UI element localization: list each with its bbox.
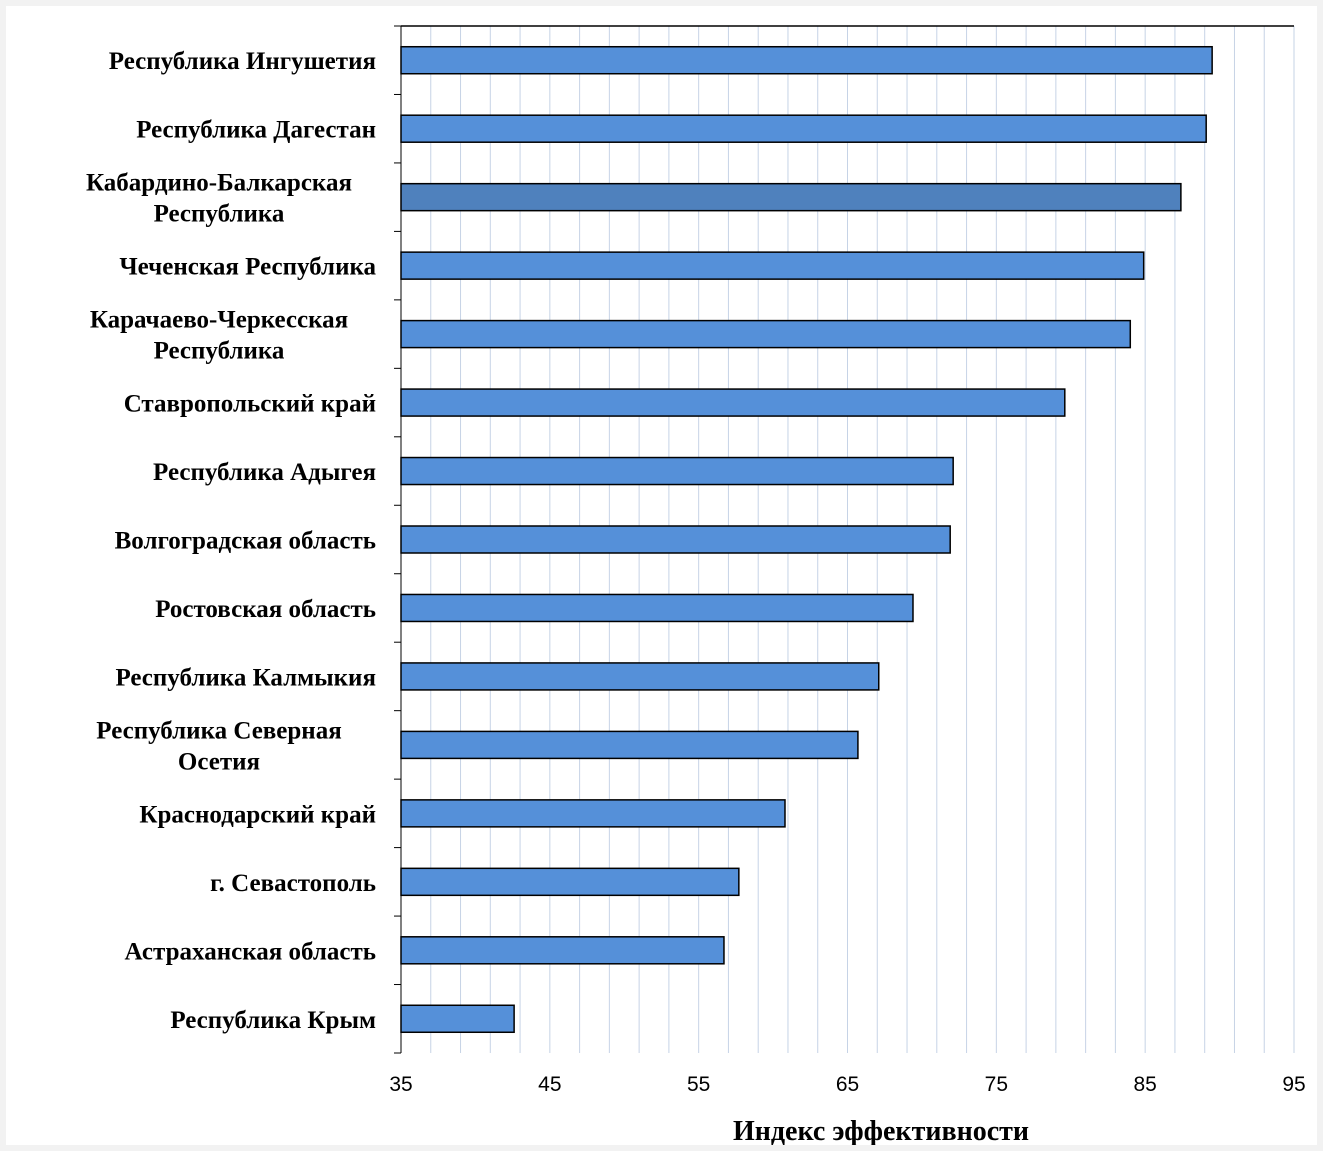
x-tick-label-75: 75 xyxy=(985,1073,1008,1096)
category-label-12: Краснодарский край xyxy=(139,801,376,828)
bar-11 xyxy=(400,730,859,760)
category-label-8: Волгоградская область xyxy=(115,528,376,555)
bar-9 xyxy=(400,593,914,623)
bars xyxy=(400,45,1213,1034)
x-tick-label-35: 35 xyxy=(389,1073,412,1096)
x-tick-labels: 35 45 55 65 75 85 95 xyxy=(389,1073,1305,1096)
bar-10 xyxy=(400,662,880,691)
category-label-4: Чеченская Республика xyxy=(119,254,376,281)
bar-2 xyxy=(400,114,1207,143)
bar-13 xyxy=(400,867,740,897)
axes xyxy=(394,25,1294,1054)
x-tick-label-65: 65 xyxy=(836,1073,859,1096)
bar-7 xyxy=(400,456,954,486)
category-label-13: г. Севастополь xyxy=(210,870,376,897)
bar-4 xyxy=(400,251,1145,280)
bar-chart-svg: Республика Ингушетия Республика Дагестан К… xyxy=(86,25,1306,1145)
bar-12 xyxy=(400,799,786,828)
chart: Республика Ингушетия Республика Дагестан К… xyxy=(6,6,1317,1145)
category-label-15: Республика Крым xyxy=(170,1007,376,1034)
category-label-14: Астраханская область xyxy=(125,938,377,965)
bar-1 xyxy=(400,45,1213,75)
x-axis-title: Индекс эффективности xyxy=(733,1116,1029,1145)
bar-5 xyxy=(400,319,1132,349)
bar-6 xyxy=(400,388,1066,417)
category-label-5: Карачаево-Черкесская Республика xyxy=(90,307,348,365)
category-label-7: Республика Адыгея xyxy=(153,459,376,486)
bar-14 xyxy=(400,936,725,965)
bar-8 xyxy=(400,525,951,554)
x-tick-label-55: 55 xyxy=(687,1073,710,1096)
category-label-10: Республика Калмыкия xyxy=(115,664,376,691)
category-label-6: Ставропольский край xyxy=(124,391,376,418)
category-label-11: Республика Северная Осетия xyxy=(96,717,341,775)
bar-3 xyxy=(400,182,1182,212)
category-label-2: Республика Дагестан xyxy=(136,117,376,144)
x-tick-label-45: 45 xyxy=(538,1073,561,1096)
category-labels: Республика Ингушетия Республика Дагестан К… xyxy=(86,48,377,1034)
category-label-9: Ростовская область xyxy=(155,596,376,623)
category-label-3: Кабардино-Балкарская Республика xyxy=(86,170,352,228)
category-label-1: Республика Ингушетия xyxy=(109,48,376,75)
x-tick-label-85: 85 xyxy=(1133,1073,1156,1096)
x-tick-label-95: 95 xyxy=(1282,1073,1305,1096)
bar-15 xyxy=(400,1004,515,1034)
